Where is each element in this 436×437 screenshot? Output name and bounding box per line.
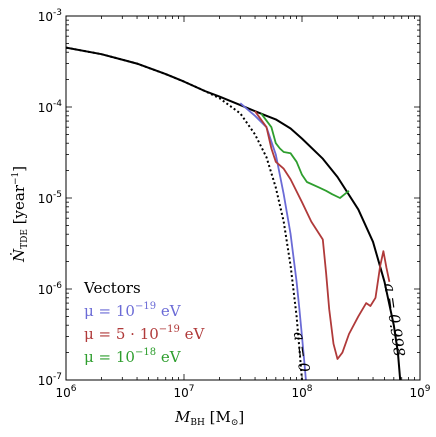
x-axis-unit-sub: ⊙ — [231, 418, 239, 428]
legend-entry: μ = 10−19 eV — [84, 301, 182, 320]
y-tick-base: 10 — [38, 374, 53, 388]
y-tick-label: 10-7 — [38, 372, 62, 388]
y-tick-exp: -7 — [53, 372, 62, 382]
x-axis-sub: BH — [190, 418, 205, 428]
series-line-mu_1e-18 — [260, 112, 350, 199]
y-axis-unit: [year — [10, 184, 28, 229]
legend-entry-suffix: eV — [156, 302, 182, 320]
x-tick-exp: 6 — [71, 384, 77, 394]
x-axis-var: M — [174, 408, 191, 426]
x-tick-exp: 8 — [307, 384, 313, 394]
y-tick-exp: -3 — [53, 8, 62, 18]
x-tick-label: 107 — [173, 384, 194, 400]
legend-entry-exp: −19 — [159, 324, 180, 335]
x-tick-base: 10 — [409, 386, 424, 400]
y-tick-label: 10-6 — [38, 281, 63, 297]
x-tick-base: 10 — [55, 386, 70, 400]
ticks-layer — [65, 16, 420, 381]
y-tick-exp: -6 — [53, 281, 62, 291]
y-tick-base: 10 — [38, 101, 53, 115]
x-tick-label: 109 — [409, 384, 430, 400]
legend-entry: μ = 5 · 10−19 eV — [84, 324, 206, 343]
y-tick-exp: -4 — [53, 99, 62, 109]
y-tick-base: 10 — [38, 283, 53, 297]
legend-entry-prefix: μ = 10 — [84, 348, 135, 366]
curves-layer — [66, 46, 402, 380]
legend-entry-exp: −19 — [135, 301, 156, 312]
legend-entry-prefix: μ = 10 — [84, 302, 135, 320]
y-tick-label: 10-4 — [38, 99, 63, 115]
y-tick-base: 10 — [38, 192, 53, 206]
y-axis-var: Ṅ — [10, 248, 28, 263]
x-tick-exp: 7 — [189, 384, 195, 394]
y-tick-label: 10-3 — [38, 8, 62, 24]
legend-entry-exp: −18 — [135, 347, 156, 358]
y-tick-exp: -5 — [53, 190, 62, 200]
legend-entry-prefix: μ = 5 · 10 — [84, 325, 159, 343]
x-axis-unit: [M — [205, 408, 231, 426]
y-tick-base: 10 — [38, 10, 53, 24]
y-axis-label: ṄTDE [year−1] — [10, 166, 30, 263]
y-axis-unit-exp: −1 — [11, 172, 21, 185]
legend-entry-suffix: eV — [156, 348, 182, 366]
curve-annotation-1: a = 0.998 — [380, 282, 408, 358]
series-line-mu_5e-19 — [254, 110, 391, 360]
x-tick-label: 106 — [55, 384, 76, 400]
curve-annotation-0: a = 0 — [290, 331, 314, 374]
x-tick-exp: 9 — [425, 384, 431, 394]
x-tick-label: 108 — [291, 384, 312, 400]
x-axis-unit-close: ] — [238, 408, 244, 426]
legend-title: Vectors — [83, 279, 141, 297]
x-tick-base: 10 — [291, 386, 306, 400]
y-axis-sub: TDE — [20, 229, 30, 249]
y-axis-unit-close: ] — [10, 166, 28, 172]
y-tick-label: 10-5 — [38, 190, 62, 206]
x-tick-base: 10 — [173, 386, 188, 400]
legend-entry-suffix: eV — [180, 325, 206, 343]
legend-entry: μ = 10−18 eV — [84, 347, 182, 366]
x-axis-label: MBH [M⊙] — [174, 408, 244, 428]
